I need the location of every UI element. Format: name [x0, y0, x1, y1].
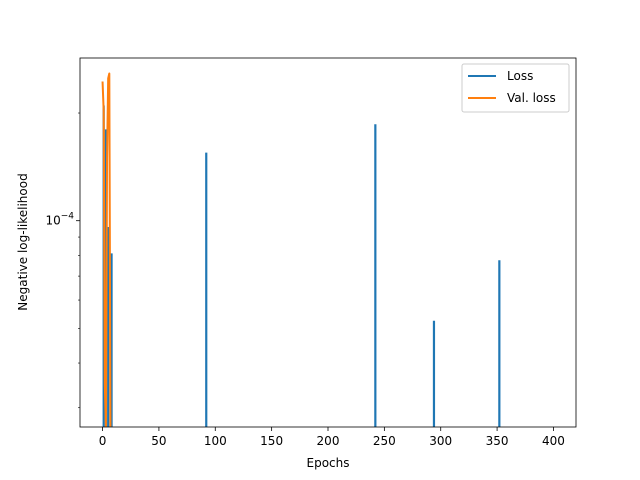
y-axis-label: Negative log-likelihood [16, 173, 30, 310]
legend: Loss Val. loss [461, 63, 570, 113]
val-loss-line [101, 72, 112, 427]
legend-label-loss: Loss [507, 69, 533, 83]
legend-label-val-loss: Val. loss [507, 91, 556, 105]
series-layer [101, 72, 501, 427]
x-tick-label: 150 [260, 434, 283, 448]
ticks-layer: 0 50 100 150 200 250 300 350 400 10−4 [45, 112, 565, 448]
x-tick-label: 400 [542, 434, 565, 448]
x-tick-label: 250 [373, 434, 396, 448]
x-tick-label: 0 [99, 434, 107, 448]
x-tick-label: 350 [486, 434, 509, 448]
x-tick-label: 300 [429, 434, 452, 448]
x-axis-label: Epochs [307, 456, 350, 470]
plot-frame [79, 57, 577, 428]
x-tick-label: 200 [317, 434, 340, 448]
x-tick-label: 50 [151, 434, 166, 448]
x-tick-label: 100 [204, 434, 227, 448]
y-tick-label: 10−4 [45, 212, 74, 228]
